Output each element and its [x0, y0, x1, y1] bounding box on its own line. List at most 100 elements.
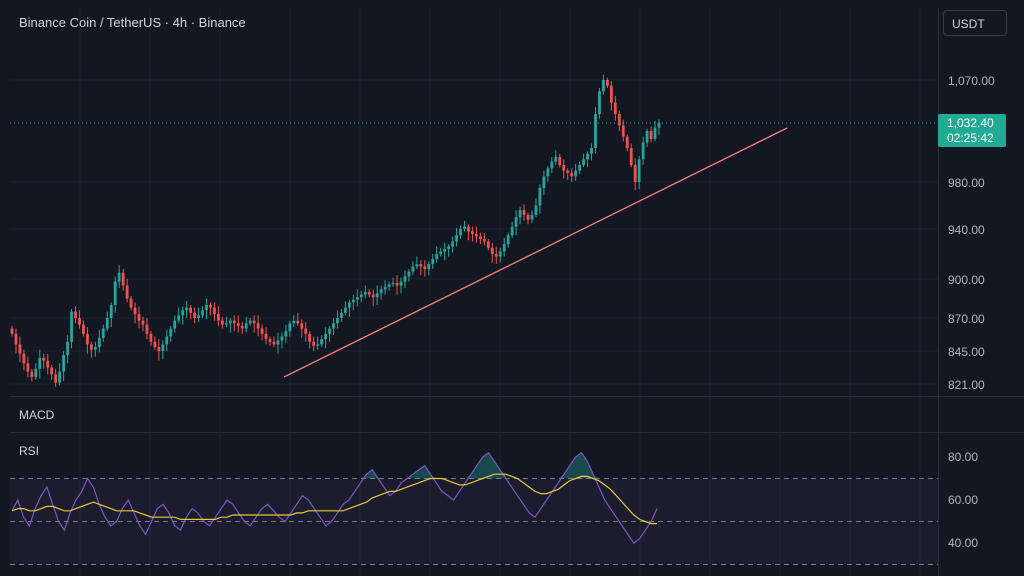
pane-separator[interactable]	[10, 432, 1024, 433]
candle-body	[38, 357, 42, 369]
candle-body	[240, 325, 244, 329]
candle-body	[590, 148, 593, 154]
candle-body	[312, 341, 316, 346]
candle-body	[304, 328, 308, 334]
candle-body	[14, 333, 18, 345]
candle-body	[359, 294, 363, 298]
price-tick: 1,070.00	[948, 74, 995, 88]
candle-body	[562, 165, 566, 171]
candle-body	[574, 170, 578, 177]
candle-body	[435, 254, 439, 259]
rsi-tick: 40.00	[948, 536, 979, 550]
candle-body	[74, 311, 77, 318]
candle-body	[375, 293, 379, 298]
candle-body	[264, 333, 268, 340]
candle-body	[117, 272, 121, 282]
candle-body	[478, 236, 482, 239]
candle-body	[252, 320, 256, 324]
candle-body	[617, 114, 621, 126]
candle-body	[157, 347, 161, 351]
rsi-overbought-fill	[476, 457, 483, 479]
trendline	[283, 127, 788, 378]
candle-body	[625, 136, 629, 148]
candle-body	[522, 210, 526, 215]
candle-body	[463, 226, 466, 229]
price-tick: 980.00	[948, 176, 985, 190]
candle-body	[403, 276, 407, 282]
candle-body	[181, 310, 185, 316]
candle-body	[423, 266, 427, 269]
candle-body	[220, 320, 224, 325]
candle-body	[351, 299, 355, 303]
candle-body	[471, 231, 474, 234]
rsi-tick: 80.00	[948, 450, 979, 464]
rsi-overbought-fill	[424, 465, 431, 479]
candle-body	[292, 320, 296, 324]
candle-body	[621, 125, 625, 137]
candle-body	[395, 282, 399, 286]
candle-body	[546, 168, 550, 177]
candle-body	[363, 292, 367, 295]
candle-body	[538, 187, 542, 206]
candle-body	[58, 371, 62, 383]
candle-body	[649, 131, 653, 139]
candle-body	[514, 217, 518, 227]
rsi-label[interactable]: RSI	[19, 444, 40, 458]
candle-body	[50, 367, 54, 375]
candle-body	[10, 328, 14, 334]
candle-body	[18, 344, 22, 354]
candle-body	[494, 254, 498, 257]
candle-body	[332, 323, 335, 329]
candle-body	[66, 341, 69, 356]
rsi-overbought-fill	[412, 469, 419, 479]
candle-body	[582, 159, 585, 165]
candle-body	[570, 172, 574, 177]
candle-body	[268, 339, 272, 342]
candle-body	[133, 307, 137, 315]
candle-body	[189, 307, 193, 313]
candle-body	[340, 312, 343, 318]
candle-body	[320, 339, 324, 345]
pane-separator[interactable]	[10, 396, 1024, 397]
candle-body	[387, 284, 391, 287]
candle-body	[347, 302, 351, 308]
candle-body	[506, 235, 510, 244]
candle-body	[70, 311, 73, 342]
candle-body	[534, 205, 538, 215]
candle-body	[26, 363, 30, 372]
candle-body	[97, 337, 101, 348]
candle-body	[518, 210, 522, 218]
candle-body	[101, 328, 105, 338]
candle-body	[121, 272, 125, 286]
candle-body	[161, 344, 165, 351]
candle-body	[201, 310, 204, 316]
last-price-badge: 1,032.40 02:25:42	[938, 114, 1006, 147]
candle-body	[308, 333, 312, 342]
candle-body	[276, 340, 280, 345]
candle-body	[609, 85, 613, 103]
candle-body	[272, 341, 276, 345]
bar-countdown: 02:25:42	[947, 131, 994, 145]
candle-body	[558, 157, 562, 165]
candle-body	[629, 148, 633, 165]
candle-body	[165, 336, 169, 345]
candle-body	[260, 328, 264, 334]
candle-body	[109, 305, 113, 318]
candle-body	[149, 333, 153, 342]
price-tick: 940.00	[948, 223, 985, 237]
candle-body	[197, 315, 200, 318]
candle-body	[550, 161, 554, 169]
candle-body	[62, 355, 66, 372]
candle-body	[467, 226, 470, 232]
candle-body	[193, 312, 196, 318]
candle-body	[554, 157, 558, 162]
macd-label[interactable]: MACD	[19, 408, 55, 422]
candle-body	[284, 331, 288, 337]
candle-body	[224, 323, 228, 325]
candle-body	[93, 347, 97, 350]
currency-button[interactable]: USDT	[943, 10, 1007, 36]
candle-body	[605, 80, 609, 86]
price-tick: 821.00	[948, 378, 985, 392]
candle-body	[213, 307, 216, 315]
